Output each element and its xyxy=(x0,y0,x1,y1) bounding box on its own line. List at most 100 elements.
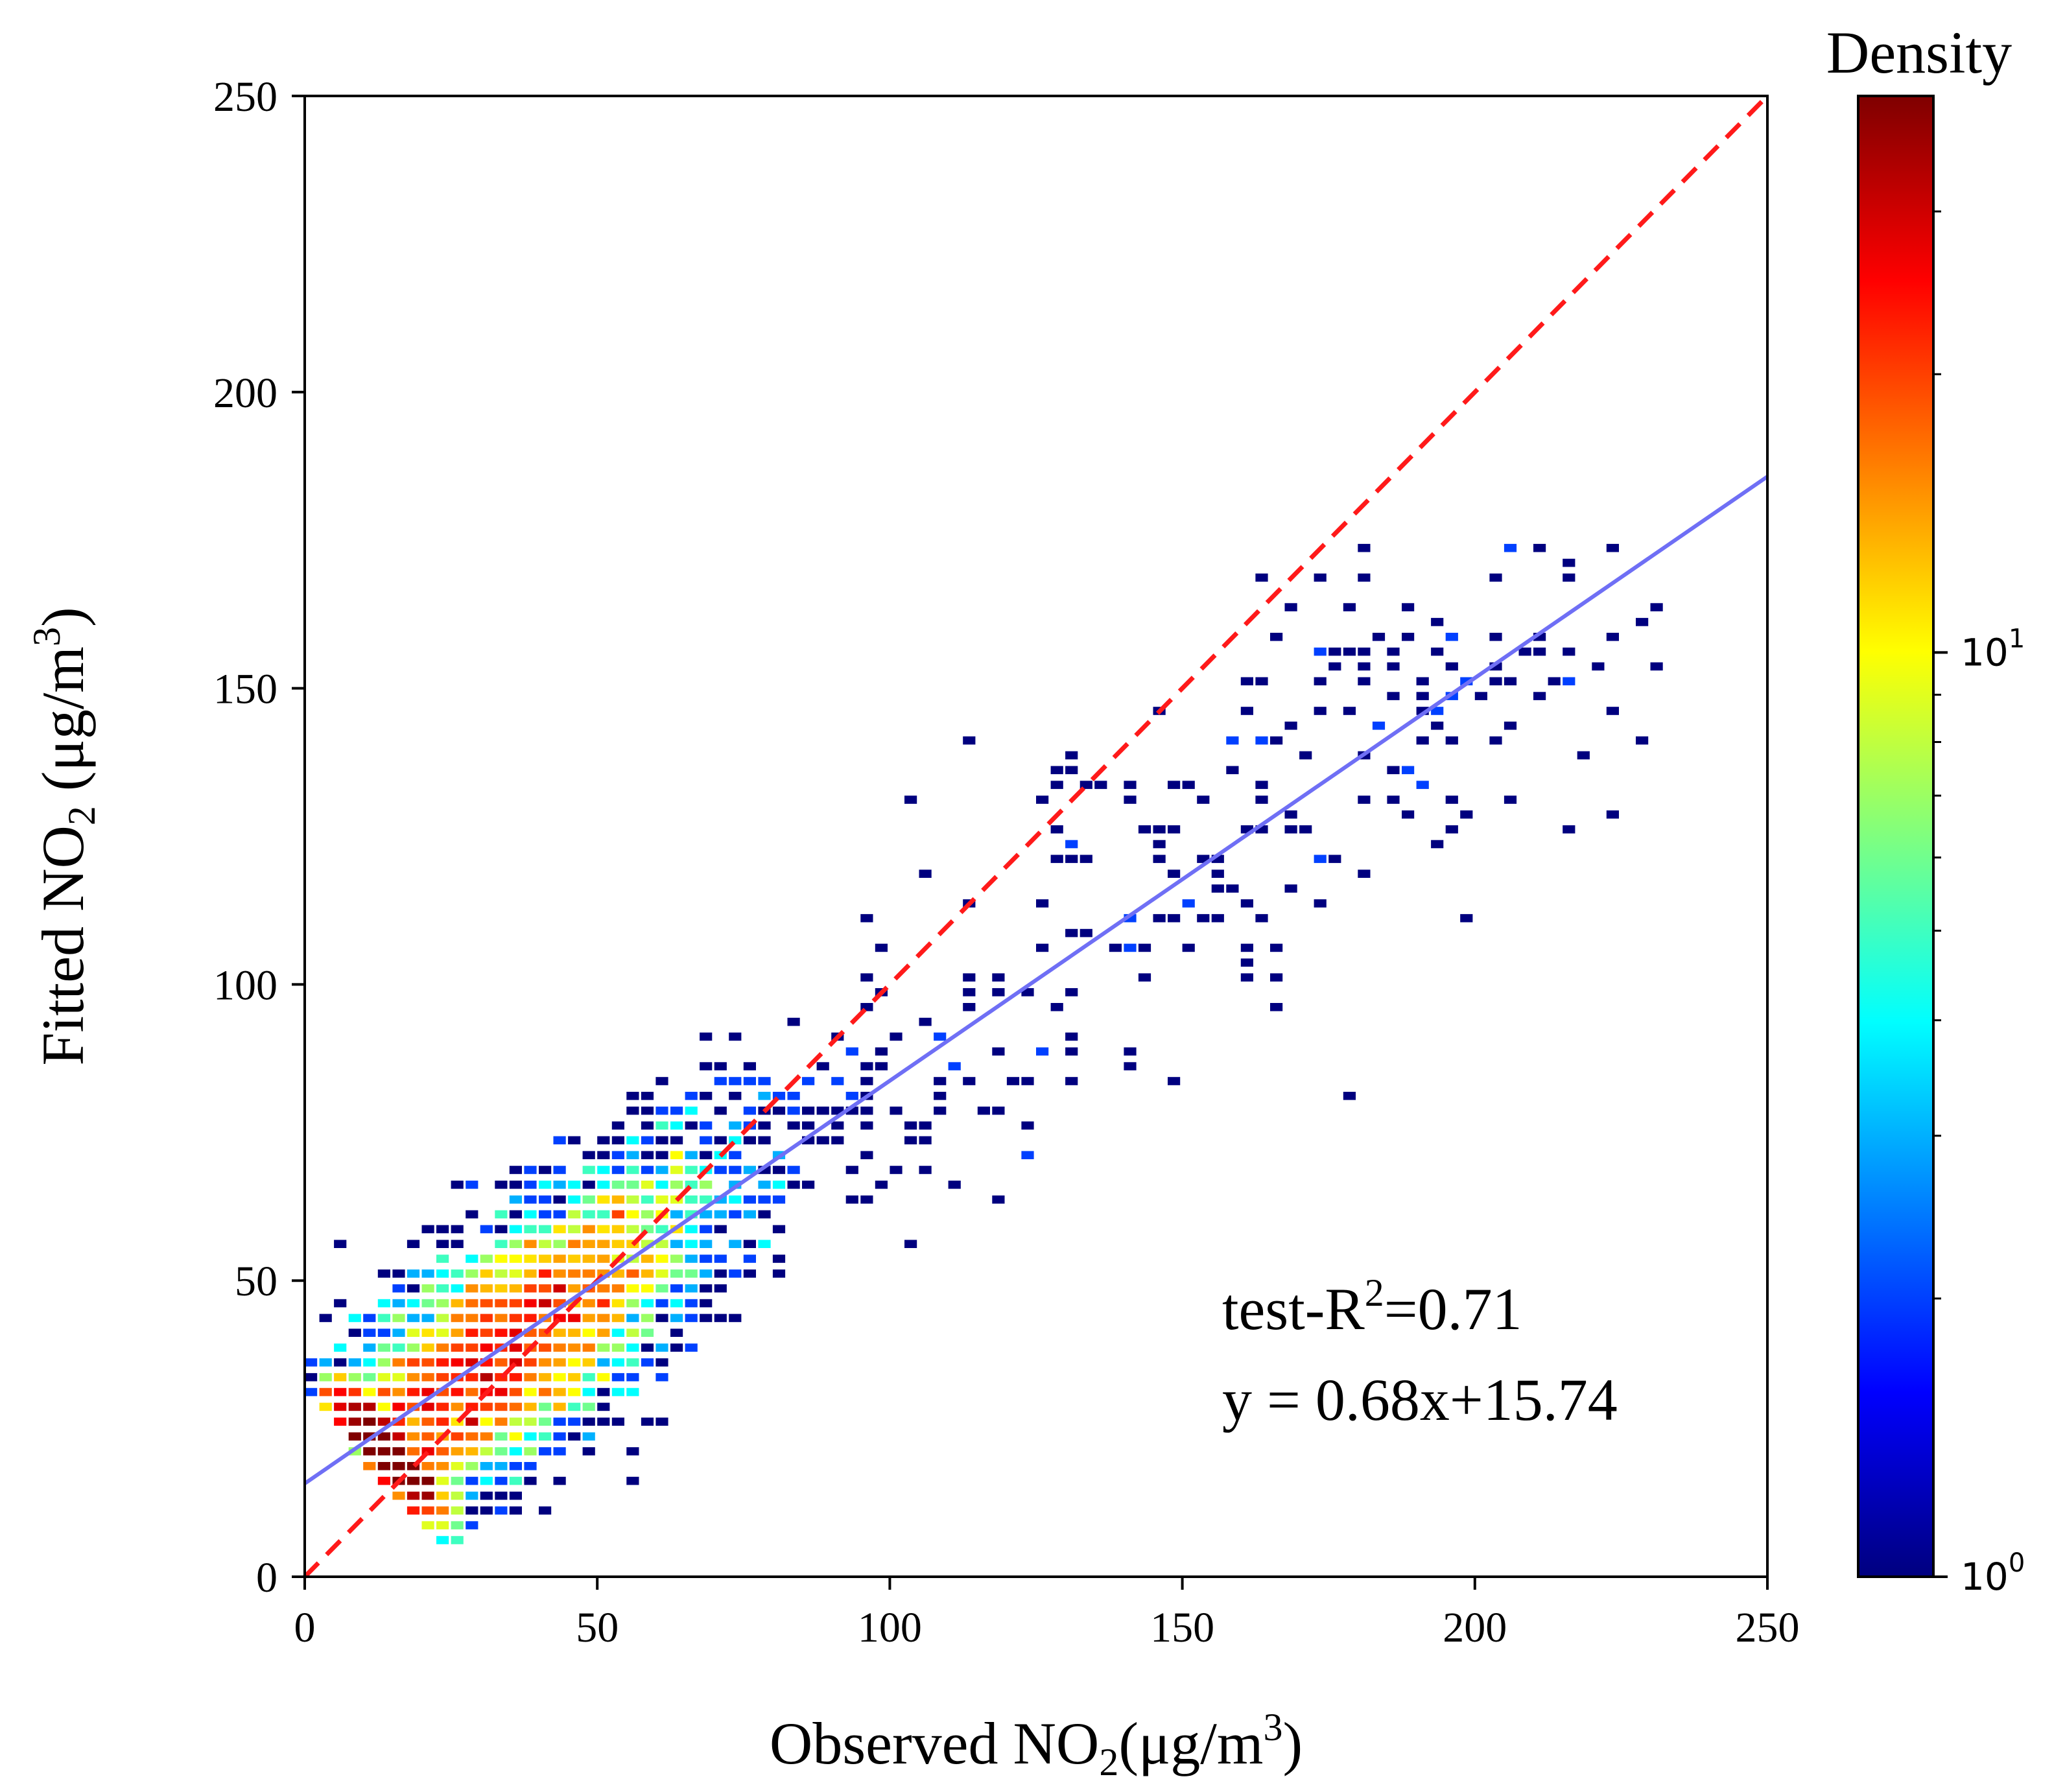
density-bin xyxy=(685,1240,698,1248)
density-bin xyxy=(641,1195,654,1204)
density-bin xyxy=(772,1195,786,1204)
density-bin xyxy=(436,1491,449,1500)
density-bin xyxy=(1065,855,1078,864)
density-bin xyxy=(685,1343,698,1352)
density-bin xyxy=(743,1136,756,1145)
density-bin xyxy=(626,1447,639,1456)
density-bin xyxy=(1065,988,1078,996)
density-bin xyxy=(700,1121,713,1130)
density-bin xyxy=(524,1373,537,1382)
density-bin xyxy=(845,1092,858,1100)
density-bin xyxy=(509,1432,522,1441)
density-bin xyxy=(509,1373,522,1382)
density-bin xyxy=(1474,692,1487,700)
density-bin xyxy=(480,1462,493,1470)
density-bin xyxy=(597,1151,610,1159)
density-bin xyxy=(963,1003,976,1011)
density-bin xyxy=(700,1240,713,1248)
density-bin xyxy=(421,1476,434,1485)
density-bin xyxy=(1563,825,1575,834)
density-bin xyxy=(509,1491,522,1500)
density-bin xyxy=(1050,825,1063,834)
density-bin xyxy=(641,1314,654,1323)
density-bin xyxy=(787,1166,800,1174)
density-bin xyxy=(582,1166,595,1174)
density-bin xyxy=(641,1358,654,1367)
density-bin xyxy=(377,1343,390,1352)
density-bin xyxy=(1226,766,1239,775)
density-bin xyxy=(597,1358,610,1367)
density-bin xyxy=(451,1328,464,1337)
density-bin xyxy=(421,1358,434,1367)
density-bin xyxy=(407,1432,420,1441)
density-bin xyxy=(626,1373,639,1382)
density-bin xyxy=(407,1491,420,1500)
density-bin xyxy=(539,1506,552,1515)
density-bin xyxy=(641,1106,654,1115)
density-bin xyxy=(611,1328,624,1337)
y-tick-label: 200 xyxy=(213,370,277,417)
density-bin xyxy=(1358,647,1371,656)
density-bin xyxy=(611,1210,624,1219)
density-bin xyxy=(539,1373,552,1382)
density-bin xyxy=(1270,736,1283,745)
density-bin xyxy=(670,1343,683,1352)
density-bin xyxy=(875,1047,888,1056)
density-bin xyxy=(553,1328,566,1337)
density-bin xyxy=(524,1314,537,1323)
density-bin xyxy=(1314,707,1327,715)
density-bin xyxy=(1343,1092,1356,1100)
density-bin xyxy=(919,1166,932,1174)
density-bin xyxy=(539,1432,552,1441)
density-bin xyxy=(377,1402,390,1411)
density-bin xyxy=(305,1358,318,1367)
density-bin xyxy=(626,1092,639,1100)
density-bin xyxy=(377,1373,390,1382)
density-bin xyxy=(685,1255,698,1263)
density-bin xyxy=(377,1358,390,1367)
density-bin xyxy=(729,1195,742,1204)
density-bin xyxy=(1109,943,1122,952)
density-bin xyxy=(597,1299,610,1308)
density-bin xyxy=(802,1077,815,1085)
density-bin xyxy=(392,1284,405,1293)
y-tick-label: 250 xyxy=(213,73,277,121)
density-bin xyxy=(860,1121,873,1130)
density-bin xyxy=(919,1017,932,1026)
density-bin xyxy=(743,1077,756,1085)
density-bin xyxy=(509,1210,522,1219)
density-bin xyxy=(655,1269,668,1278)
density-bin xyxy=(611,1284,624,1293)
density-bin xyxy=(772,1106,786,1115)
x-tick-label: 100 xyxy=(858,1604,922,1651)
density-bin xyxy=(1168,869,1181,878)
density-bin xyxy=(743,1062,756,1070)
density-bin xyxy=(553,1240,566,1248)
density-bin xyxy=(597,1210,610,1219)
density-bin xyxy=(1284,884,1297,893)
density-bin xyxy=(436,1521,449,1529)
density-bin xyxy=(685,1106,698,1115)
density-bin xyxy=(700,1299,713,1308)
density-bin xyxy=(700,1181,713,1189)
density-bin xyxy=(714,1255,727,1263)
density-bin xyxy=(860,973,873,982)
density-bin xyxy=(875,1181,888,1189)
density-bin xyxy=(553,1181,566,1189)
density-bin xyxy=(1050,766,1063,775)
density-bin xyxy=(641,1181,654,1189)
density-bin xyxy=(1299,751,1312,760)
y-tick-label: 0 xyxy=(256,1554,277,1601)
density-bin xyxy=(655,1373,668,1382)
density-bin xyxy=(348,1373,361,1382)
density-bin xyxy=(641,1284,654,1293)
density-bin xyxy=(670,1284,683,1293)
density-bin xyxy=(1255,736,1268,745)
density-bin xyxy=(700,1195,713,1204)
density-bin xyxy=(392,1402,405,1411)
colorbar-tick-label: 101 xyxy=(1961,624,2025,674)
density-bin xyxy=(1270,1003,1283,1011)
density-bin xyxy=(890,1166,903,1174)
density-bin xyxy=(553,1195,566,1204)
density-bin xyxy=(1211,914,1224,923)
